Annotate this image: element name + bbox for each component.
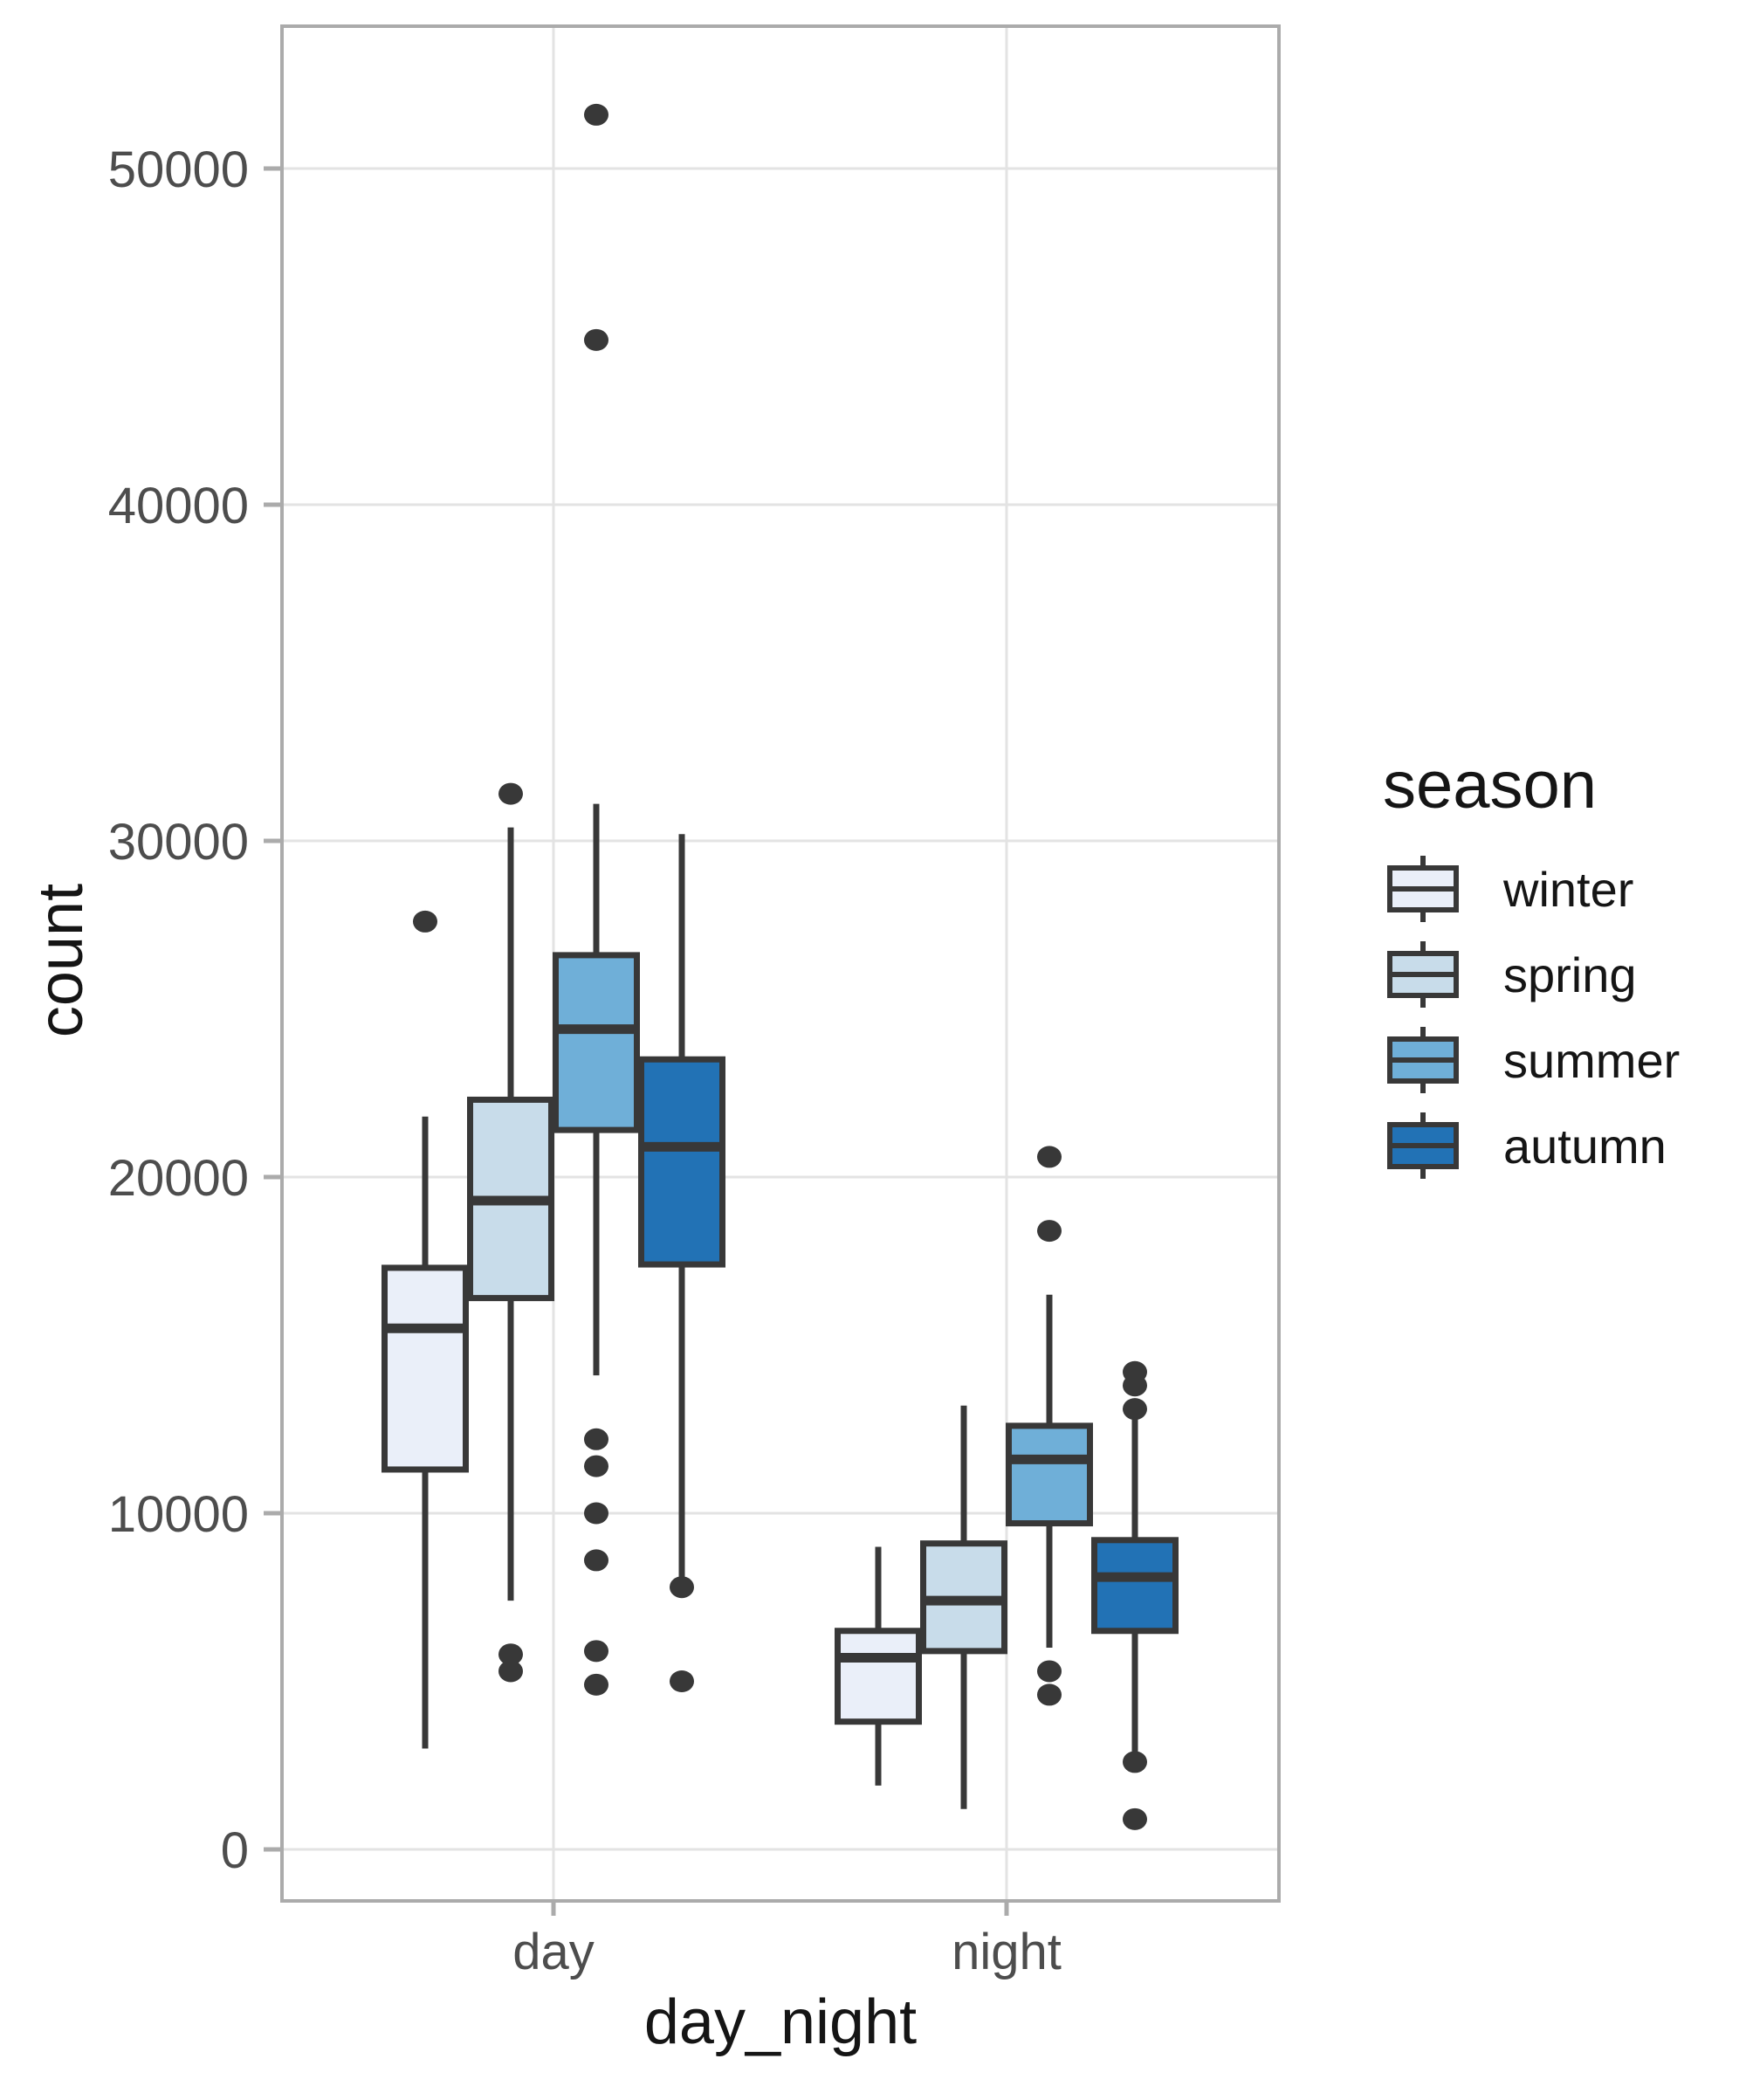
box-day-summer-outlier-2 (584, 1428, 608, 1450)
box-day-autumn-outlier-0 (670, 1576, 694, 1599)
box-day-summer (553, 952, 640, 1133)
box-day-winter (382, 1264, 469, 1473)
y-tick-label-20000: 20000 (108, 1150, 249, 1207)
legend-label-spring: spring (1503, 947, 1637, 1002)
box-day-winter-outlier-0 (413, 910, 437, 933)
x-tick-label-day: day (512, 1924, 595, 1980)
box-night-autumn-outlier-1 (1123, 1374, 1147, 1397)
y-tick-label-40000: 40000 (108, 478, 249, 534)
y-tick-label-0: 0 (221, 1822, 249, 1879)
box-day-summer-outlier-3 (584, 1455, 608, 1477)
box-day-autumn-outlier-1 (670, 1670, 694, 1692)
legend-label-summer: summer (1503, 1033, 1680, 1088)
box-night-summer-outlier-2 (1037, 1660, 1062, 1683)
box-night-autumn-outlier-2 (1123, 1398, 1147, 1421)
legend-label-winter: winter (1502, 862, 1633, 917)
box-day-summer-outlier-1 (584, 328, 608, 351)
panel-border (280, 24, 1281, 1903)
box-day-spring-outlier-2 (498, 1660, 523, 1683)
x-axis-title: day_night (644, 1987, 917, 2057)
x-tick-label-night: night (952, 1924, 1062, 1980)
box-night-autumn-outlier-4 (1123, 1807, 1147, 1830)
box-day-summer-outlier-7 (584, 1673, 608, 1696)
box-night-summer-outlier-0 (1037, 1146, 1062, 1168)
y-tick-label-30000: 30000 (108, 814, 249, 871)
legend-title: season (1383, 748, 1597, 823)
box-night-summer-outlier-1 (1037, 1220, 1062, 1243)
box-day-summer-outlier-4 (584, 1502, 608, 1525)
box-day-summer-outlier-6 (584, 1640, 608, 1663)
y-tick-label-10000: 10000 (108, 1486, 249, 1543)
legend-label-autumn: autumn (1503, 1119, 1667, 1174)
box-day-summer-outlier-5 (584, 1549, 608, 1572)
box-night-summer-outlier-3 (1037, 1683, 1062, 1706)
y-tick-label-50000: 50000 (108, 141, 249, 198)
box-night-autumn (1091, 1537, 1179, 1635)
box-day-spring-outlier-1 (498, 1643, 523, 1666)
box-day-autumn (638, 1056, 725, 1268)
box-night-winter (835, 1628, 922, 1725)
box-day-spring-outlier-0 (498, 782, 523, 805)
box-day-summer-outlier-0 (584, 103, 608, 126)
box-night-autumn-outlier-3 (1123, 1751, 1147, 1773)
box-night-summer (1006, 1422, 1093, 1527)
y-axis-title: count (26, 884, 96, 1037)
